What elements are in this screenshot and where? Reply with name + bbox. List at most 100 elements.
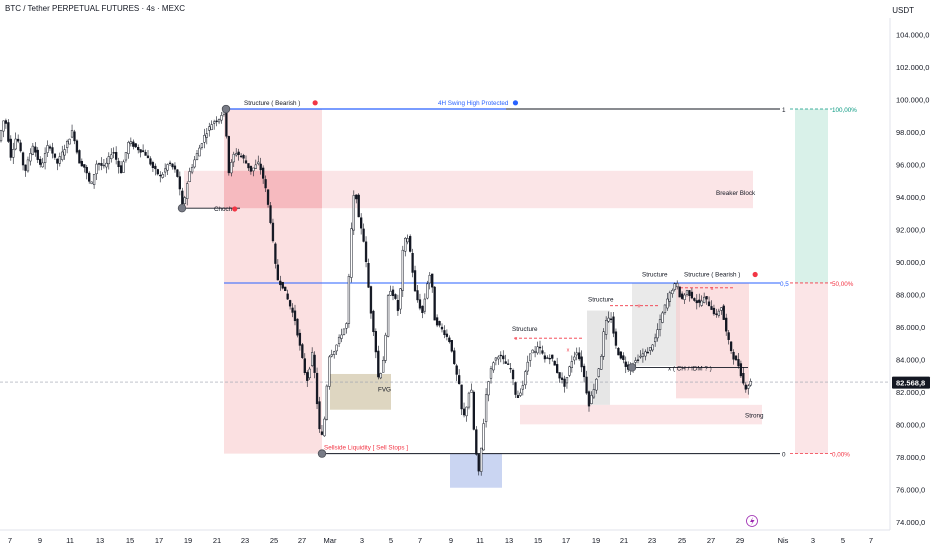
candle-body: [237, 151, 240, 155]
x-tick-label: Mar: [324, 536, 337, 545]
candle-body: [570, 361, 574, 368]
annotation-label: 4H Swing High Protected: [438, 100, 509, 107]
structure-x-marker: x: [567, 348, 570, 354]
candle-body: [56, 158, 59, 164]
annotation-label: Strong: [745, 413, 764, 420]
zone-blue-4: [450, 453, 502, 488]
candle-body: [384, 334, 387, 361]
candle-body: [301, 344, 304, 358]
y-tick-label: 90.000,0: [896, 258, 925, 267]
candle-body: [428, 275, 431, 284]
red-dot-icon: [232, 206, 238, 212]
blue-dot-icon: [512, 100, 519, 106]
candle-body: [661, 312, 664, 323]
candle-body: [176, 169, 179, 177]
candle-body: [303, 358, 306, 374]
candle-body: [707, 301, 711, 307]
candle-body: [14, 138, 17, 150]
candle-body: [578, 352, 581, 360]
candle-body: [203, 135, 206, 143]
x-tick-label: 11: [476, 536, 484, 545]
y-tick-label: 76.000,0: [896, 485, 925, 494]
candle-body: [641, 353, 645, 357]
candle-body: [597, 368, 600, 377]
candle-body: [695, 300, 698, 304]
candle-body: [710, 306, 713, 310]
candle-body: [364, 241, 368, 263]
candle-body: [345, 323, 348, 329]
zone-red-5: [520, 404, 762, 425]
candle-body: [445, 333, 449, 337]
candle-body: [382, 359, 385, 373]
x-tick-label: 5: [841, 536, 845, 545]
candle-body: [666, 298, 669, 309]
candle-body: [693, 298, 696, 301]
candle-body: [193, 159, 196, 168]
candle-body: [308, 368, 311, 379]
candle-body: [36, 149, 39, 160]
candle-body: [134, 143, 137, 148]
annotation-label: 0,5: [780, 281, 789, 288]
candle-body: [2, 120, 5, 132]
zone-gray-7: [632, 282, 680, 366]
candle-body: [80, 160, 83, 167]
candle-body: [563, 378, 566, 387]
candle-body: [431, 273, 434, 288]
candle-body: [475, 429, 478, 455]
annotation-label: Structure ( Bearish ): [684, 272, 740, 279]
candle-body: [24, 164, 27, 171]
x-tick-label: 7: [8, 536, 12, 545]
candle-body: [215, 120, 218, 122]
x-tick-label: 25: [270, 536, 278, 545]
candle-body: [19, 142, 22, 152]
candle-body: [249, 165, 253, 172]
x-tick-label: 17: [155, 536, 163, 545]
candle-body: [342, 328, 346, 335]
candle-body: [144, 152, 147, 156]
candle-body: [227, 136, 230, 174]
candle-body: [465, 406, 468, 417]
candle-body: [183, 197, 186, 205]
candle-body: [389, 291, 392, 296]
annotation-label: Structure: [642, 272, 668, 279]
x-tick-label: 21: [213, 536, 221, 545]
candle-body: [239, 155, 243, 158]
candle-body: [690, 291, 694, 299]
candle-body: [200, 143, 204, 148]
candle-body: [377, 350, 380, 378]
candle-body: [705, 296, 708, 300]
candle-body: [73, 131, 76, 142]
candle-body: [715, 313, 718, 315]
y-tick-label: 86.000,0: [896, 323, 925, 332]
x-tick-label: 17: [562, 536, 570, 545]
y-tick-label: 92.000,0: [896, 225, 925, 234]
annotation-label: 50,00%: [832, 281, 854, 288]
candle-body: [725, 317, 728, 332]
candle-body: [0, 130, 3, 142]
x-tick-label: 19: [184, 536, 192, 545]
pivot-marker: [177, 203, 187, 213]
candle-body: [413, 270, 417, 292]
candle-body: [727, 332, 730, 340]
candle-body: [154, 165, 157, 170]
candle-body: [685, 290, 689, 295]
candle-body: [639, 355, 642, 358]
candle-body: [524, 371, 527, 386]
candle-body: [470, 389, 473, 393]
currency-label: USDT: [892, 6, 914, 15]
candle-body: [492, 362, 495, 371]
candle-body: [210, 124, 213, 130]
candle-body: [472, 391, 476, 430]
candle-body: [541, 350, 544, 354]
candle-body: [536, 346, 539, 354]
y-tick-label: 100.000,0: [896, 95, 929, 104]
candle-body: [9, 138, 12, 158]
candle-body: [668, 292, 672, 302]
candle-body: [742, 373, 745, 384]
candle-body: [232, 153, 235, 163]
candle-body: [482, 423, 485, 451]
candle-body: [291, 307, 294, 313]
candle-body: [151, 162, 155, 168]
x-tick-label: 3: [811, 536, 815, 545]
